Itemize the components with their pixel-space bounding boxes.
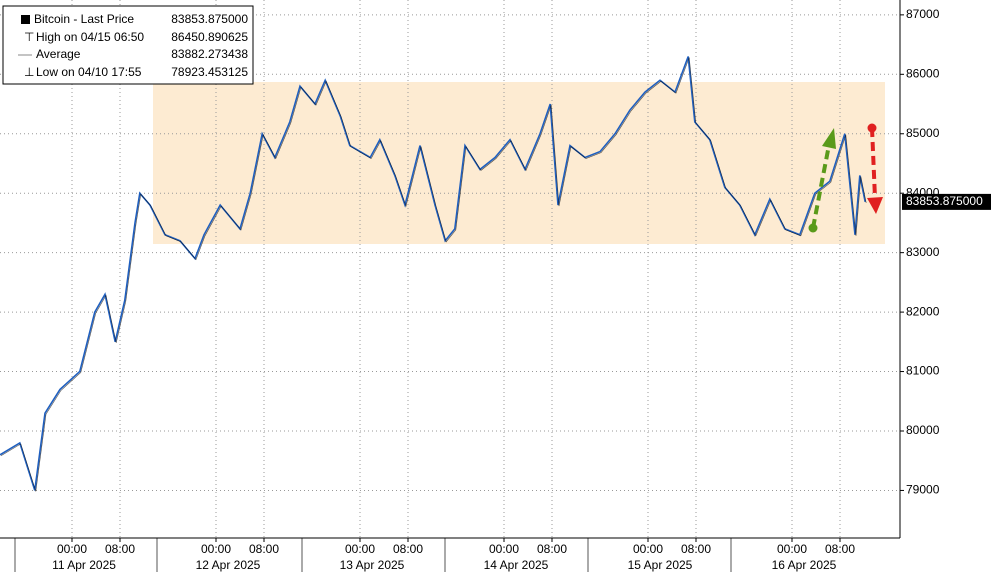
y-tick-label: 79000 [906, 483, 940, 497]
x-tick-label: 08:00 [249, 542, 279, 556]
y-tick-label: 81000 [906, 364, 940, 378]
down-arrow-dot [867, 123, 877, 133]
grid [0, 0, 900, 538]
down-arrow-head [867, 197, 883, 214]
legend-icon: ⊥ [24, 65, 34, 79]
legend-label: Bitcoin - Last Price [34, 12, 134, 26]
x-tick-label: 00:00 [57, 542, 87, 556]
legend-label: Low on 04/10 17:55 [36, 65, 142, 79]
legend-value: 83853.875000 [171, 12, 248, 26]
x-tick-label: 08:00 [105, 542, 135, 556]
date-label: 14 Apr 2025 [484, 558, 549, 572]
legend-value: 86450.890625 [171, 30, 248, 44]
legend-value: 83882.273438 [171, 47, 248, 61]
x-tick-label: 00:00 [489, 542, 519, 556]
legend-label: Average [36, 47, 81, 61]
y-tick-label: 87000 [906, 7, 940, 21]
legend: Bitcoin - Last Price 83853.875000 ⊤ High… [2, 5, 254, 85]
y-tick-label: 84000 [906, 185, 940, 199]
up-arrow-head [822, 128, 836, 149]
date-label: 11 Apr 2025 [52, 558, 116, 572]
range-band [153, 82, 885, 244]
last-price-box [902, 193, 991, 210]
x-tick-label: 08:00 [681, 542, 711, 556]
day-separators [14, 538, 732, 572]
legend-label: High on 04/15 06:50 [36, 30, 144, 44]
price-line [0, 56, 866, 491]
y-tick-label: 82000 [906, 304, 940, 318]
legend-swatch [21, 15, 30, 24]
y-tick-label: 83000 [906, 245, 940, 259]
x-tick-label: 08:00 [825, 542, 855, 556]
price-line-shadow [0, 57, 867, 492]
date-label: 12 Apr 2025 [196, 558, 261, 572]
x-tick-label: 00:00 [633, 542, 663, 556]
down-arrow [870, 127, 877, 199]
x-tick-label: 00:00 [345, 542, 375, 556]
x-tick-label: 08:00 [537, 542, 567, 556]
up-arrow-dot [808, 223, 818, 233]
last-price-label: 83853.875000 [906, 194, 983, 208]
date-label: 15 Apr 2025 [628, 558, 693, 572]
y-tick-label: 80000 [906, 423, 940, 437]
y-tick-label: 86000 [906, 66, 940, 80]
date-label: 13 Apr 2025 [340, 558, 405, 572]
up-arrow [811, 144, 831, 229]
legend-value: 78923.453125 [171, 65, 248, 79]
plot [0, 56, 867, 492]
y-tick-label: 85000 [906, 126, 940, 140]
legend-icon: ⊤ [24, 30, 34, 44]
legend-box [2, 5, 254, 85]
annotations [808, 123, 883, 233]
last-price-tag: 83853.875000 [902, 193, 991, 210]
x-tick-label: 00:00 [777, 542, 807, 556]
x-tick-label: 00:00 [201, 542, 231, 556]
x-tick-label: 08:00 [393, 542, 423, 556]
date-label: 16 Apr 2025 [772, 558, 837, 572]
